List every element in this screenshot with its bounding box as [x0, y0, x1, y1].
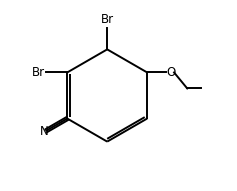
Text: Br: Br — [32, 66, 45, 79]
Text: Br: Br — [101, 13, 114, 26]
Text: O: O — [167, 66, 176, 79]
Text: N: N — [40, 125, 49, 138]
